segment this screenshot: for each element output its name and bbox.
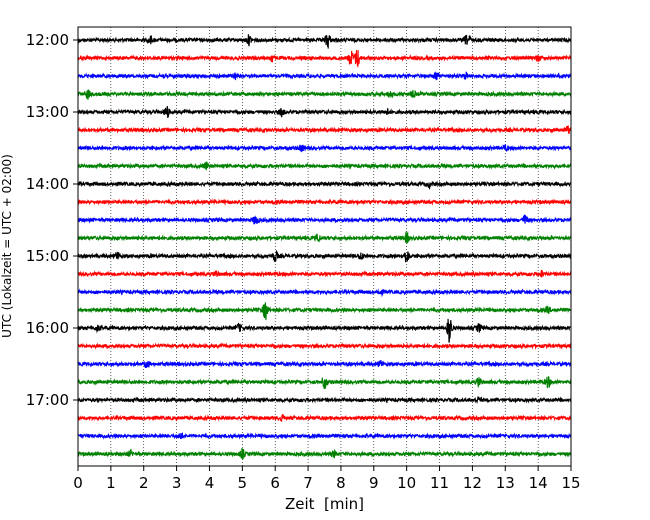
x-tick-label: 15 bbox=[561, 474, 580, 492]
x-tick-label: 12 bbox=[463, 474, 482, 492]
x-tick-label: 11 bbox=[430, 474, 449, 492]
trace-line bbox=[77, 34, 572, 49]
trace-line bbox=[77, 250, 572, 263]
trace-line bbox=[77, 180, 572, 191]
trace-line bbox=[77, 230, 572, 244]
y-axis-label: UTC (Lokalzeit = UTC + 02:00) bbox=[0, 154, 14, 338]
trace-line bbox=[77, 71, 572, 81]
x-tick-label: 8 bbox=[336, 474, 346, 492]
trace-line bbox=[77, 198, 572, 206]
x-tick-label: 1 bbox=[106, 474, 116, 492]
grid-lines bbox=[110, 27, 539, 466]
trace-line bbox=[77, 342, 572, 350]
y-tick-label: 16:00 bbox=[26, 319, 69, 337]
trace-line bbox=[77, 318, 572, 343]
x-tick-label: 6 bbox=[270, 474, 280, 492]
trace-line bbox=[77, 50, 572, 68]
x-axis-ticks: 0 1 2 3 4 5 6 7 8 9 10 11 12 13 14 15 bbox=[73, 466, 581, 492]
trace-line bbox=[77, 448, 572, 460]
x-tick-label: 0 bbox=[73, 474, 83, 492]
y-tick-label: 12:00 bbox=[26, 31, 69, 49]
trace-line bbox=[77, 125, 572, 134]
x-tick-label: 4 bbox=[205, 474, 215, 492]
trace-line bbox=[77, 414, 572, 422]
trace-line bbox=[77, 431, 572, 440]
trace-lines bbox=[77, 34, 572, 460]
y-tick-label: 14:00 bbox=[26, 175, 69, 193]
y-tick-label: 17:00 bbox=[26, 391, 69, 409]
trace-line bbox=[77, 161, 572, 171]
x-tick-label: 13 bbox=[496, 474, 515, 492]
y-axis-ticks: 12:00 13:00 14:00 15:00 16:00 17:00 bbox=[26, 31, 78, 409]
x-tick-label: 7 bbox=[303, 474, 313, 492]
x-tick-label: 14 bbox=[529, 474, 548, 492]
x-tick-label: 5 bbox=[238, 474, 248, 492]
trace-line bbox=[77, 302, 572, 321]
plot-frame bbox=[77, 26, 572, 467]
trace-line bbox=[77, 269, 572, 278]
y-tick-label: 13:00 bbox=[26, 103, 69, 121]
x-tick-label: 10 bbox=[397, 474, 416, 492]
x-axis-label: Zeit [min] bbox=[285, 495, 364, 513]
trace-line bbox=[77, 396, 572, 404]
trace-line bbox=[77, 105, 572, 119]
trace-line bbox=[77, 214, 572, 225]
y-tick-label: 15:00 bbox=[26, 247, 69, 265]
trace-line bbox=[77, 89, 572, 100]
trace-line bbox=[77, 376, 572, 390]
trace-line bbox=[77, 288, 572, 298]
x-tick-label: 3 bbox=[172, 474, 182, 492]
x-tick-label: 2 bbox=[139, 474, 149, 492]
trace-line bbox=[77, 359, 572, 369]
trace-line bbox=[77, 144, 572, 153]
x-tick-label: 9 bbox=[369, 474, 379, 492]
